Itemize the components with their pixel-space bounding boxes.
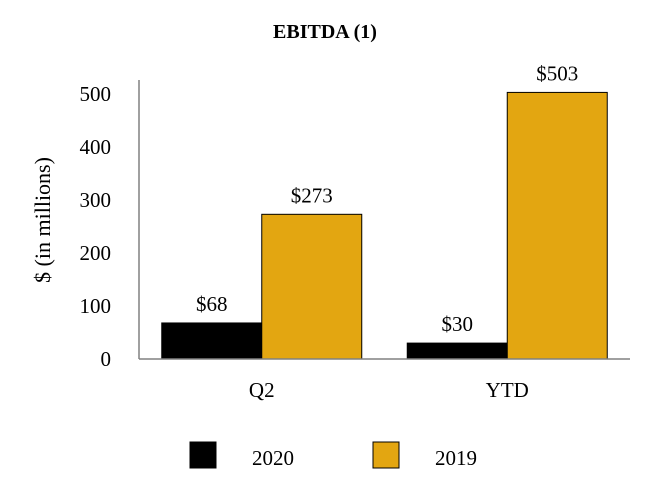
data-label: $68 [196,292,228,316]
legend-label: 2019 [435,446,477,470]
y-tick-label: 400 [80,135,112,159]
bar [261,213,363,360]
x-axis: Q2 YTD [139,358,630,402]
bar [406,342,508,360]
data-label: $273 [291,183,333,207]
y-axis-label: $ (in millions) [30,157,55,283]
x-tick-label: Q2 [249,378,275,402]
y-tick-label: 300 [80,188,112,212]
y-tick-label: 200 [80,241,112,265]
legend-label: 2020 [252,446,294,470]
data-label: $30 [442,312,474,336]
legend-swatch [189,441,217,469]
y-tick-label: 0 [101,347,112,371]
bar [161,322,263,360]
legend-swatch [372,441,400,469]
bar-group [161,91,608,360]
data-label: $503 [536,61,578,85]
y-tick-label: 100 [80,294,112,318]
x-tick-label: YTD [486,378,529,402]
data-labels: $68 $273 $30 $503 [196,61,578,336]
y-axis: 0 100 200 300 400 500 [80,80,140,371]
y-tick-label: 500 [80,82,112,106]
bar [506,91,608,360]
chart-title: EBITDA (1) [273,21,377,43]
legend: 2020 2019 [189,441,477,470]
